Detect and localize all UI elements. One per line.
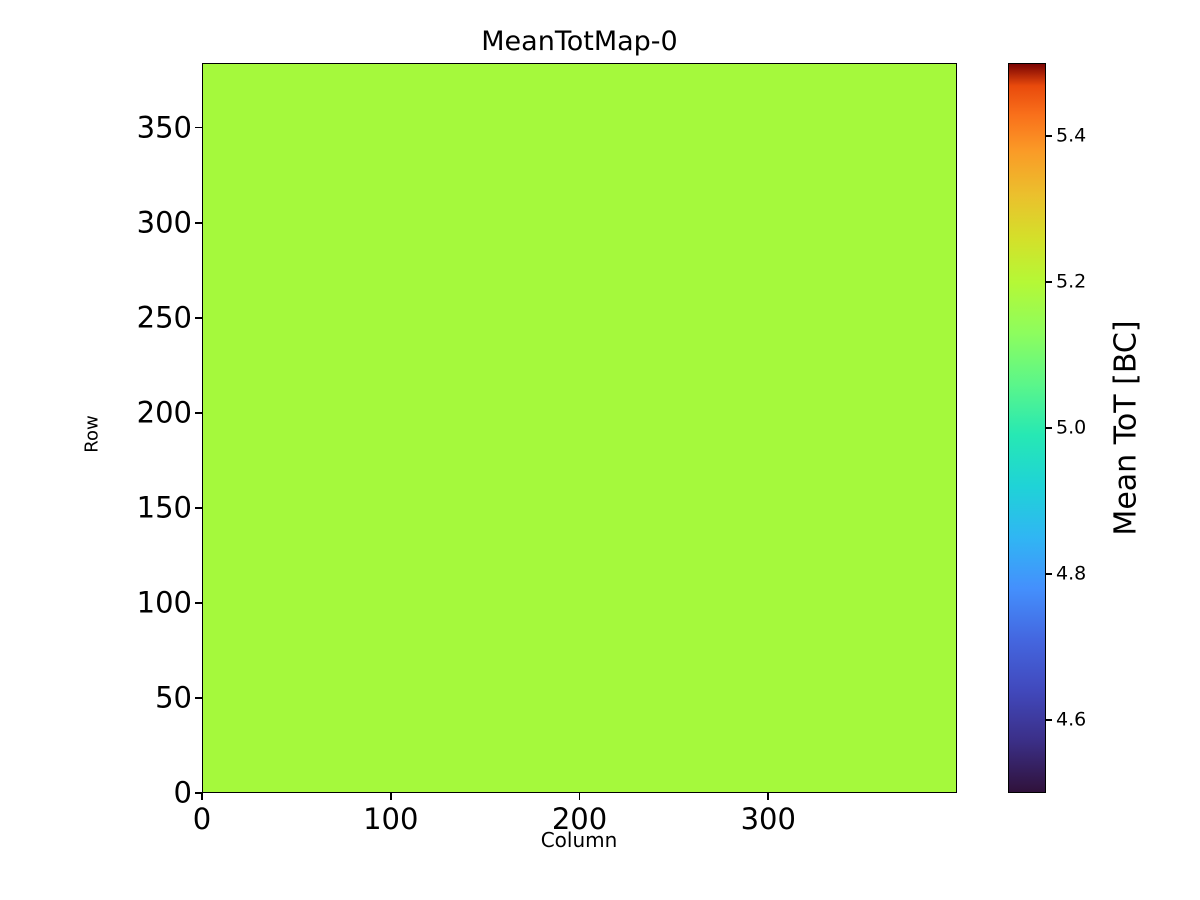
y-tick-label: 150 — [136, 490, 192, 525]
colorbar-tick-mark — [1046, 135, 1052, 137]
colorbar-axes — [1008, 63, 1046, 793]
y-tick-mark — [195, 221, 202, 224]
y-tick-label: 350 — [136, 110, 192, 145]
y-tick-label: 100 — [136, 585, 192, 620]
colorbar-tick-label: 5.0 — [1056, 416, 1087, 439]
x-tick-label: 300 — [740, 802, 796, 836]
colorbar-tick-mark — [1046, 281, 1052, 283]
y-tick-mark — [195, 316, 202, 319]
y-axis-label: Row — [81, 415, 103, 453]
y-tick-label: 0 — [173, 775, 192, 810]
colorbar-gradient — [1009, 64, 1045, 792]
y-tick-label: 300 — [136, 205, 192, 240]
y-tick-label: 250 — [136, 300, 192, 335]
x-tick-label: 200 — [551, 802, 608, 836]
y-tick-mark — [195, 411, 202, 414]
x-tick-mark — [389, 793, 392, 800]
y-tick-mark — [195, 126, 202, 129]
colorbar-label: Mean ToT [BC] — [1108, 320, 1144, 536]
y-tick-mark — [195, 602, 202, 604]
x-tick-mark — [578, 793, 581, 800]
page-title: MeanTotMap-0 — [481, 26, 678, 57]
x-tick-mark — [767, 793, 770, 800]
heatmap-axes — [202, 63, 957, 793]
y-tick-label: 50 — [155, 680, 192, 715]
y-tick-mark — [195, 792, 202, 794]
colorbar-tick-label: 4.8 — [1056, 562, 1087, 585]
x-tick-label: 100 — [363, 802, 419, 836]
y-tick-mark — [195, 697, 202, 699]
colorbar-tick-mark — [1046, 573, 1052, 575]
y-tick-label: 200 — [136, 395, 192, 430]
y-tick-mark — [195, 506, 202, 509]
x-axis-label: Column — [540, 828, 618, 852]
colorbar-tick-label: 4.6 — [1056, 708, 1087, 731]
x-tick-label: 0 — [192, 802, 212, 836]
colorbar-tick-mark — [1046, 719, 1052, 721]
x-tick-mark — [201, 793, 203, 800]
colorbar-tick-mark — [1046, 427, 1052, 429]
colorbar-tick-label: 5.4 — [1056, 124, 1087, 147]
heatmap-image — [203, 64, 956, 792]
colorbar-tick-label: 5.2 — [1056, 270, 1087, 293]
